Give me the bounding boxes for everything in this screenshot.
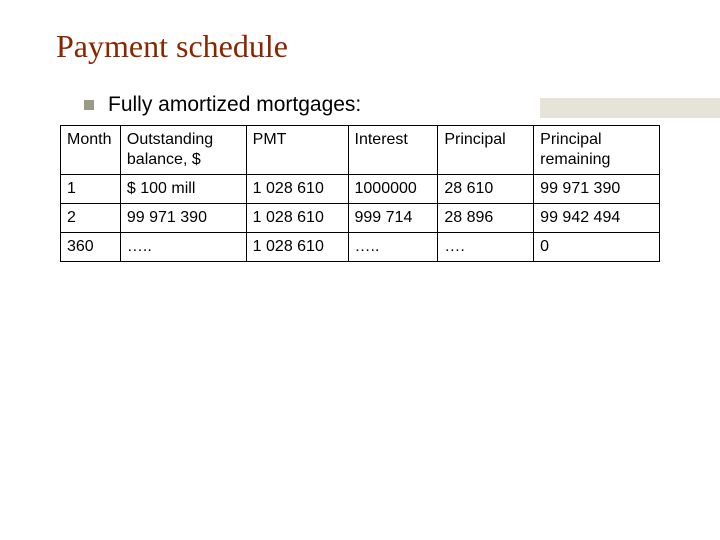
cell: 99 942 494 <box>534 204 660 233</box>
cell: 1 <box>61 175 121 204</box>
cell: 999 714 <box>348 204 438 233</box>
cell: 99 971 390 <box>534 175 660 204</box>
cell: 1 028 610 <box>246 175 348 204</box>
accent-strip <box>540 98 720 118</box>
col-header-balance: Outstanding balance, $ <box>120 126 246 175</box>
cell: ….. <box>348 233 438 262</box>
cell: ….. <box>120 233 246 262</box>
table-header-row: Month Outstanding balance, $ PMT Interes… <box>61 126 660 175</box>
cell: 1 028 610 <box>246 204 348 233</box>
cell: $ 100 mill <box>120 175 246 204</box>
cell: 28 896 <box>438 204 534 233</box>
payment-table-wrapper: Month Outstanding balance, $ PMT Interes… <box>60 125 660 262</box>
cell: 1000000 <box>348 175 438 204</box>
col-header-pmt: PMT <box>246 126 348 175</box>
cell: 0 <box>534 233 660 262</box>
col-header-principal: Principal <box>438 126 534 175</box>
bullet-text: Fully amortized mortgages: <box>108 93 361 117</box>
page-title: Payment schedule <box>56 28 664 65</box>
cell: 360 <box>61 233 121 262</box>
cell: 1 028 610 <box>246 233 348 262</box>
table-row: 360 ….. 1 028 610 ….. …. 0 <box>61 233 660 262</box>
square-bullet-icon <box>84 100 94 110</box>
slide: Payment schedule Fully amortized mortgag… <box>0 0 720 540</box>
cell: 2 <box>61 204 121 233</box>
payment-table: Month Outstanding balance, $ PMT Interes… <box>60 125 660 262</box>
col-header-interest: Interest <box>348 126 438 175</box>
cell: 28 610 <box>438 175 534 204</box>
col-header-month: Month <box>61 126 121 175</box>
cell: 99 971 390 <box>120 204 246 233</box>
col-header-remaining: Principal remaining <box>534 126 660 175</box>
table-row: 1 $ 100 mill 1 028 610 1000000 28 610 99… <box>61 175 660 204</box>
cell: …. <box>438 233 534 262</box>
table-row: 2 99 971 390 1 028 610 999 714 28 896 99… <box>61 204 660 233</box>
